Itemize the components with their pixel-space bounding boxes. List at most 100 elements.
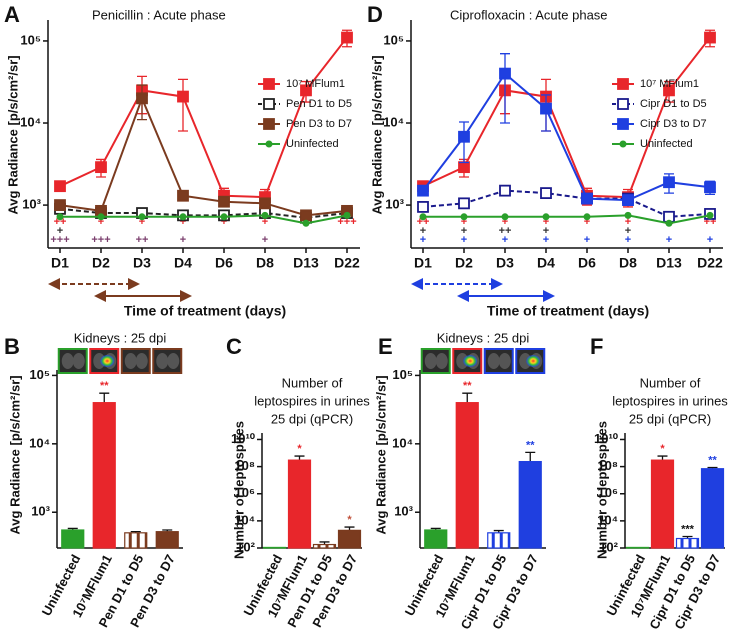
- x-tick-label: D4: [174, 255, 192, 271]
- y-axis-label: Number of leptospires: [594, 421, 609, 559]
- point: [622, 194, 634, 207]
- significance-mark: **: [708, 454, 717, 466]
- series-line: [422, 72, 711, 202]
- bar: [337, 529, 362, 549]
- error-bar: [294, 455, 305, 461]
- y-tick-label: 10⁵: [392, 367, 413, 382]
- y-tick-label: 10⁸: [597, 458, 618, 473]
- luminescence: [463, 355, 478, 367]
- significance-mark: +: [221, 216, 227, 228]
- point: [417, 201, 429, 213]
- point: [417, 184, 429, 197]
- bar: [312, 543, 337, 549]
- point: [704, 181, 716, 194]
- point: [261, 211, 269, 219]
- significance-mark: +: [543, 225, 549, 237]
- y-tick-label: 10⁵: [29, 367, 50, 382]
- y-tick-label: 10⁴: [383, 114, 404, 129]
- significance-mark: +: [461, 216, 467, 228]
- series: [417, 53, 716, 207]
- y-axis-label: Avg Radiance [p/s/cm²/sr]: [7, 375, 22, 534]
- bar: [650, 459, 675, 549]
- point: [540, 102, 552, 115]
- point: [56, 213, 64, 221]
- x-tick-label: D2: [92, 255, 110, 271]
- point: [95, 161, 107, 174]
- x-tick-label: D3: [133, 255, 151, 271]
- significance-mark: +: [625, 225, 631, 237]
- x-tick-label: D13: [293, 255, 319, 271]
- x-tick-label: D1: [51, 255, 69, 271]
- legend-marker: [617, 118, 629, 130]
- point: [499, 67, 511, 80]
- kidney-shape: [498, 353, 511, 369]
- legend-label: 10⁷ MFlum1: [286, 78, 345, 90]
- panel-label: A: [4, 2, 20, 27]
- series-line: [423, 214, 711, 225]
- legend-label: Cipr D1 to D5: [640, 98, 707, 110]
- y-tick-label: 10⁵: [383, 32, 404, 47]
- significance-mark: +: [625, 234, 631, 246]
- y-tick-label: 10³: [385, 197, 404, 212]
- x-tick-label: D22: [697, 255, 723, 271]
- luminescence: [100, 355, 115, 367]
- point: [343, 211, 351, 219]
- significance-mark: +: [57, 225, 63, 237]
- y-tick-label: 10³: [22, 197, 41, 212]
- point: [54, 180, 66, 193]
- error-bar: [500, 53, 510, 124]
- point: [220, 213, 228, 221]
- series-line: [422, 36, 711, 199]
- bar: [92, 402, 116, 549]
- significance-mark: +++: [91, 234, 110, 246]
- significance-mark: **: [100, 380, 109, 392]
- point: [302, 219, 310, 227]
- point: [706, 211, 714, 219]
- panel-label: E: [378, 334, 393, 359]
- significance-mark: +: [420, 225, 426, 237]
- bar: [700, 468, 725, 549]
- point: [300, 209, 312, 222]
- kidney-shape: [424, 353, 437, 369]
- point: [540, 187, 552, 199]
- point: [499, 184, 511, 197]
- chart-title: leptospires in urines: [254, 393, 370, 408]
- x-tick-label: D8: [256, 255, 274, 271]
- x-tick-label: D8: [619, 255, 637, 271]
- y-tick-label: 10⁴: [597, 512, 618, 527]
- significance-mark: +: [707, 234, 713, 246]
- subtitle: Kidneys : 25 dpi: [437, 330, 530, 345]
- significance-mark: +: [625, 216, 631, 228]
- x-tick-label: D1: [414, 255, 432, 271]
- legend-label: Pen D3 to D7: [286, 118, 352, 130]
- point: [419, 213, 427, 221]
- legend-marker: [265, 140, 273, 148]
- legend-marker: [263, 118, 275, 130]
- panel-label: F: [590, 334, 603, 359]
- panel-label: B: [4, 334, 20, 359]
- chart-title: Number of: [640, 375, 701, 390]
- x-tick-label: D22: [334, 255, 360, 271]
- bar: [424, 529, 448, 549]
- y-axis-label: Avg Radiance [p/s/cm²/sr]: [373, 375, 388, 534]
- chart-title: Number of: [282, 375, 343, 390]
- point: [341, 31, 353, 44]
- series-line: [59, 36, 348, 199]
- y-axis-label: Avg Radiance [p/s/cm²/sr]: [5, 55, 20, 214]
- point: [179, 213, 187, 221]
- y-tick-label: 10⁴: [392, 435, 413, 450]
- legend-marker: [619, 140, 627, 148]
- legend-label: 10⁷ MFlum1: [640, 78, 699, 90]
- kidney-shape: [167, 353, 180, 369]
- significance-mark: ++: [136, 234, 149, 246]
- point: [300, 84, 312, 97]
- y-tick-label: 10³: [31, 504, 50, 519]
- significance-mark: +: [461, 234, 467, 246]
- error-bar: [462, 392, 473, 403]
- y-tick-label: 10⁴: [20, 114, 41, 129]
- significance-mark: +: [543, 216, 549, 228]
- significance-mark: +: [139, 216, 145, 228]
- kidney-shape: [487, 353, 500, 369]
- significance-mark: +: [584, 216, 590, 228]
